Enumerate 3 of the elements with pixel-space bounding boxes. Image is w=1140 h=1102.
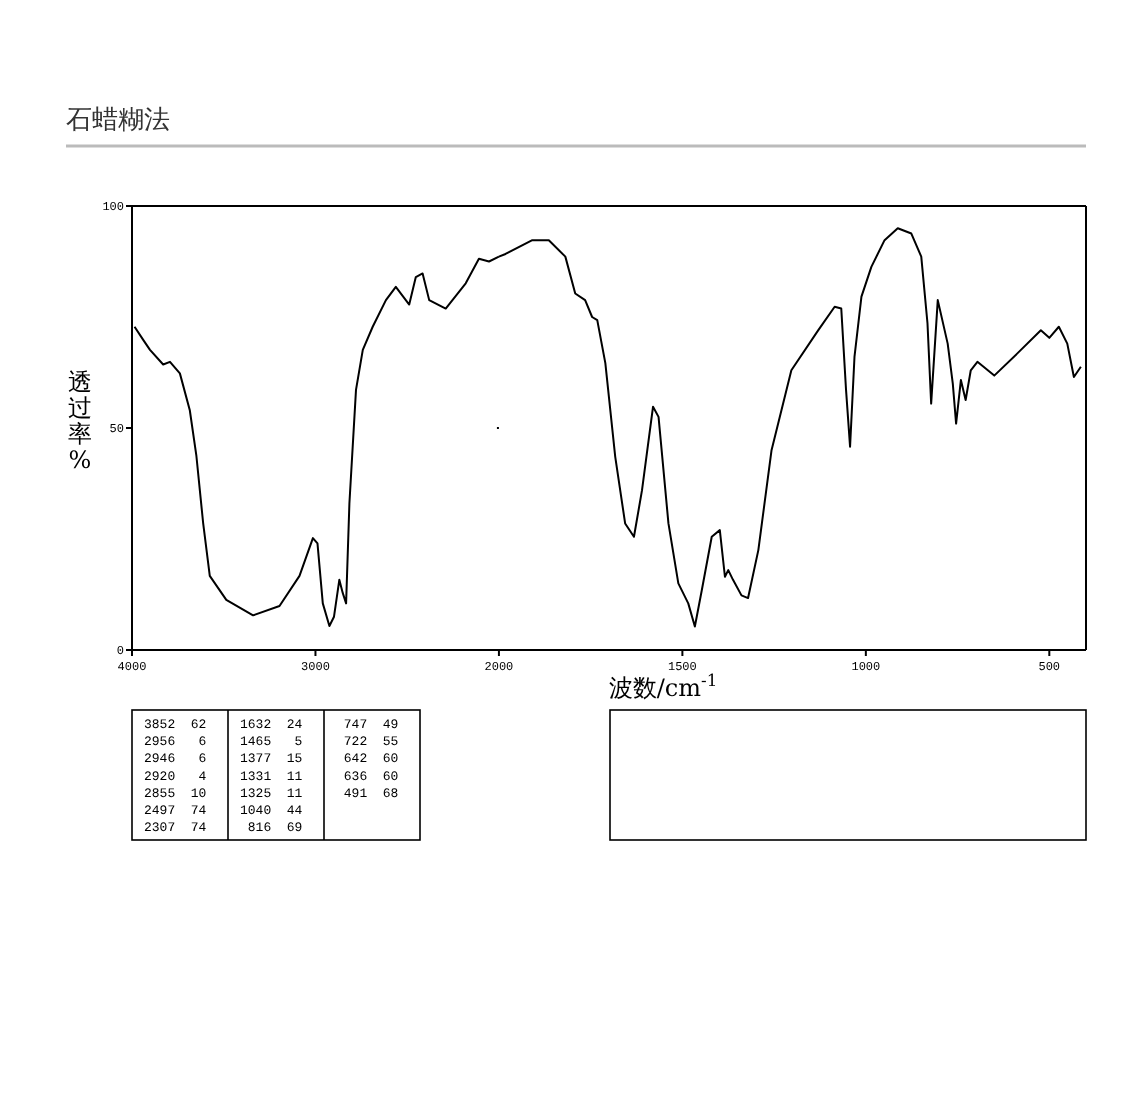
y-axis-title: 透过率% <box>68 368 92 474</box>
chart-title: 石蜡糊法 <box>66 106 170 136</box>
x-axis-title: 波数/cm$^{-1}$ <box>608 670 718 702</box>
